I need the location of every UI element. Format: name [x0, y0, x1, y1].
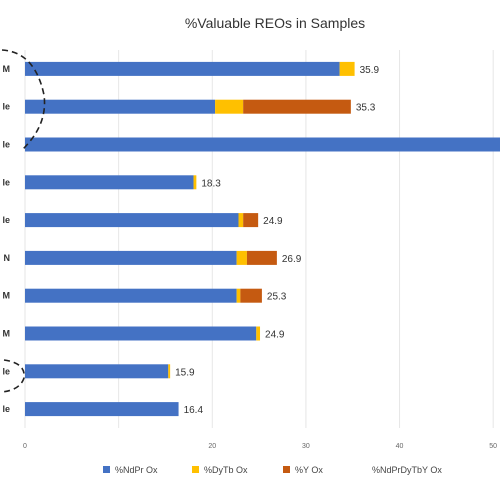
- category-label: M: [3, 329, 11, 339]
- bar-segment: [25, 137, 500, 152]
- data-label: 18.3: [201, 178, 221, 189]
- category-label: le: [2, 215, 10, 225]
- category-label: le: [2, 366, 10, 376]
- data-label: 24.9: [263, 216, 283, 227]
- bar-segment: [25, 250, 237, 265]
- bar-segment: [246, 250, 277, 265]
- bar-segment: [215, 99, 244, 114]
- category-label: le: [2, 404, 10, 414]
- bar-segment: [339, 61, 355, 76]
- data-label: 26.9: [282, 254, 302, 265]
- category-label: M: [3, 64, 11, 74]
- bar-segment: [243, 213, 259, 228]
- legend-label: %NdPr Ox: [115, 465, 158, 475]
- legend-swatch: [103, 466, 110, 473]
- category-label: le: [2, 102, 10, 112]
- category-label: le: [2, 177, 10, 187]
- legend-label: %DyTb Ox: [204, 465, 248, 475]
- x-tick-label: 40: [396, 443, 404, 450]
- bar-segment: [193, 175, 197, 190]
- data-label: 25.3: [267, 292, 287, 303]
- x-tick-label: 0: [23, 443, 27, 450]
- bar-segment: [25, 61, 340, 76]
- bar-segment: [25, 99, 216, 114]
- data-label: 15.9: [175, 367, 195, 378]
- data-label: 16.4: [184, 405, 204, 416]
- x-tick-label: 50: [489, 443, 497, 450]
- bar-segment: [25, 213, 239, 228]
- chart-title: %Valuable REOs in Samples: [185, 15, 365, 31]
- data-label: 24.9: [265, 330, 285, 341]
- axis-layer: 0 20 30 40 50: [23, 443, 497, 450]
- bar-segment: [240, 288, 262, 303]
- bar-segment: [25, 364, 169, 379]
- legend-label: %NdPrDyTbY Ox: [372, 465, 442, 475]
- legend-label: %Y Ox: [295, 465, 323, 475]
- category-label: N: [4, 253, 11, 263]
- category-label: M: [3, 291, 11, 301]
- legend-swatch: [283, 466, 290, 473]
- legend-swatch: [192, 466, 199, 473]
- bar-segment: [168, 364, 171, 379]
- bar-segment: [243, 99, 351, 114]
- bar-segment: [256, 326, 261, 341]
- bar-segment: [238, 213, 244, 228]
- bar-segment: [236, 288, 241, 303]
- x-tick-label: 20: [208, 443, 216, 450]
- bar-segment: [25, 288, 237, 303]
- labels-layer: M 35.9 le 35.3 le le 18.3 le 24.9 N 26.9 M 25.3 M 24.9…: [2, 64, 379, 416]
- bar-segment: [236, 250, 247, 265]
- dashed-callout-bottom: [1, 359, 25, 393]
- data-label: 35.9: [360, 65, 380, 76]
- x-tick-label: 30: [302, 443, 310, 450]
- category-label: le: [2, 140, 10, 150]
- bar-segment: [25, 326, 257, 341]
- bars-layer: [25, 61, 500, 417]
- legend: %NdPr Ox %DyTb Ox %Y Ox %NdPrDyTbY Ox: [103, 465, 442, 475]
- bar-segment: [25, 402, 179, 417]
- bar-segment: [25, 175, 194, 190]
- annotation-layer: [1, 49, 46, 393]
- data-label: 35.3: [356, 103, 376, 114]
